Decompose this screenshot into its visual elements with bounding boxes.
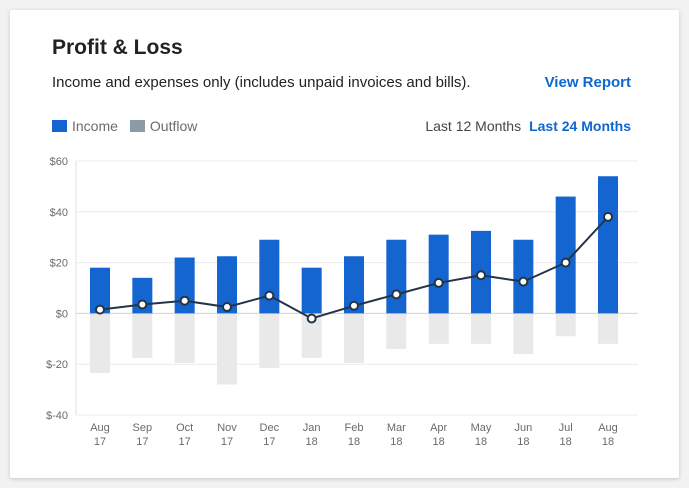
income-bar [428, 234, 449, 314]
legend-label-outflow: Outflow [149, 118, 198, 134]
outflow-bar [344, 313, 364, 363]
range-option-24-months[interactable]: Last 24 Months [529, 118, 631, 134]
x-tick-label-month: Jan [303, 422, 321, 434]
x-tick-label-year: 18 [390, 436, 402, 448]
x-tick-label-month: Aug [598, 422, 618, 434]
outflow-bar [90, 313, 110, 374]
net-point [264, 290, 275, 301]
x-tick-label-month: Aug [90, 422, 110, 434]
x-tick-label-year: 18 [517, 436, 529, 448]
profit-loss-chart: $60 $40 $20 $0 $-20 $-40 Aug 17 Sep 17 Oct 17 Nov 17 D… [46, 156, 638, 448]
income-bar [301, 267, 322, 314]
net-point [179, 295, 190, 306]
net-point [391, 289, 402, 300]
income-bar [90, 267, 110, 314]
income-bar [513, 239, 534, 314]
outflow-bar [217, 313, 237, 385]
outflow-bar [132, 313, 153, 358]
y-tick-label: $60 [50, 156, 68, 168]
net-point [476, 270, 486, 281]
x-tick-label-year: 18 [475, 436, 487, 448]
income-bar [259, 239, 280, 314]
y-tick-label: $-40 [46, 410, 68, 422]
x-tick-label-month: Dec [260, 422, 280, 434]
net-point [306, 313, 317, 324]
net-point [222, 302, 232, 313]
outflow-bar [428, 313, 449, 344]
profit-loss-card: Profit & Loss Income and expenses only (… [10, 10, 679, 478]
net-point [95, 304, 105, 315]
outflow-swatch [129, 120, 145, 132]
net-point [518, 276, 529, 287]
x-tick-label-year: 18 [306, 436, 318, 448]
legend-label-income: Income [72, 118, 118, 134]
card-title: Profit & Loss [52, 36, 183, 59]
outflow-bar [513, 313, 534, 355]
view-report-link[interactable]: View Report [544, 74, 631, 91]
income-swatch [52, 120, 67, 132]
card-subtitle: Income and expenses only (includes unpai… [52, 74, 471, 91]
y-tick-label: $40 [50, 207, 68, 219]
net-point [560, 257, 571, 268]
y-tick-label: $20 [50, 258, 68, 270]
outflow-bar [174, 313, 195, 363]
outflow-bar [386, 313, 407, 349]
range-option-12-months[interactable]: Last 12 Months [425, 118, 522, 134]
x-tick-label-year: 17 [263, 436, 275, 448]
y-tick-label: $-20 [46, 359, 68, 371]
x-tick-label-year: 17 [179, 436, 191, 448]
range-toggle: Last 12 Months Last 24 Months [417, 118, 631, 134]
income-bar [217, 256, 237, 314]
x-tick-label-year: 17 [136, 436, 148, 448]
income-bar [386, 239, 407, 314]
net-point [433, 277, 444, 288]
income-bar [555, 196, 576, 314]
outflow-bar [301, 313, 322, 358]
x-tick-label-year: 18 [560, 436, 572, 448]
legend-item-income[interactable]: Income [52, 118, 118, 134]
net-point [137, 299, 148, 310]
x-tick-label-month: Oct [176, 422, 193, 434]
legend-item-outflow[interactable]: Outflow [129, 118, 198, 134]
x-tick-label-year: 18 [348, 436, 360, 448]
x-tick-label-year: 17 [221, 436, 233, 448]
x-tick-label-month: Mar [387, 422, 406, 434]
outflow-bar [598, 313, 618, 344]
outflow-bar [471, 313, 491, 344]
x-tick-label-year: 18 [602, 436, 614, 448]
x-tick-label-month: Sep [133, 422, 153, 434]
x-tick-label-month: Apr [430, 422, 447, 434]
net-point [603, 211, 613, 222]
x-tick-label-month: Feb [345, 422, 364, 434]
income-bar [174, 257, 195, 314]
x-tick-label-month: Jul [559, 422, 573, 434]
net-point [349, 300, 359, 311]
x-tick-label-year: 17 [94, 436, 106, 448]
y-tick-label: $0 [56, 308, 68, 320]
x-tick-label-month: Jun [514, 422, 532, 434]
x-tick-label-month: Nov [217, 422, 237, 434]
chart-legend: Income Outflow [52, 118, 209, 134]
income-bar [344, 256, 364, 314]
outflow-bar [555, 313, 576, 337]
outflow-bar [259, 313, 280, 369]
x-tick-label-year: 18 [433, 436, 445, 448]
income-bar [598, 176, 618, 314]
x-tick-label-month: May [471, 422, 492, 434]
